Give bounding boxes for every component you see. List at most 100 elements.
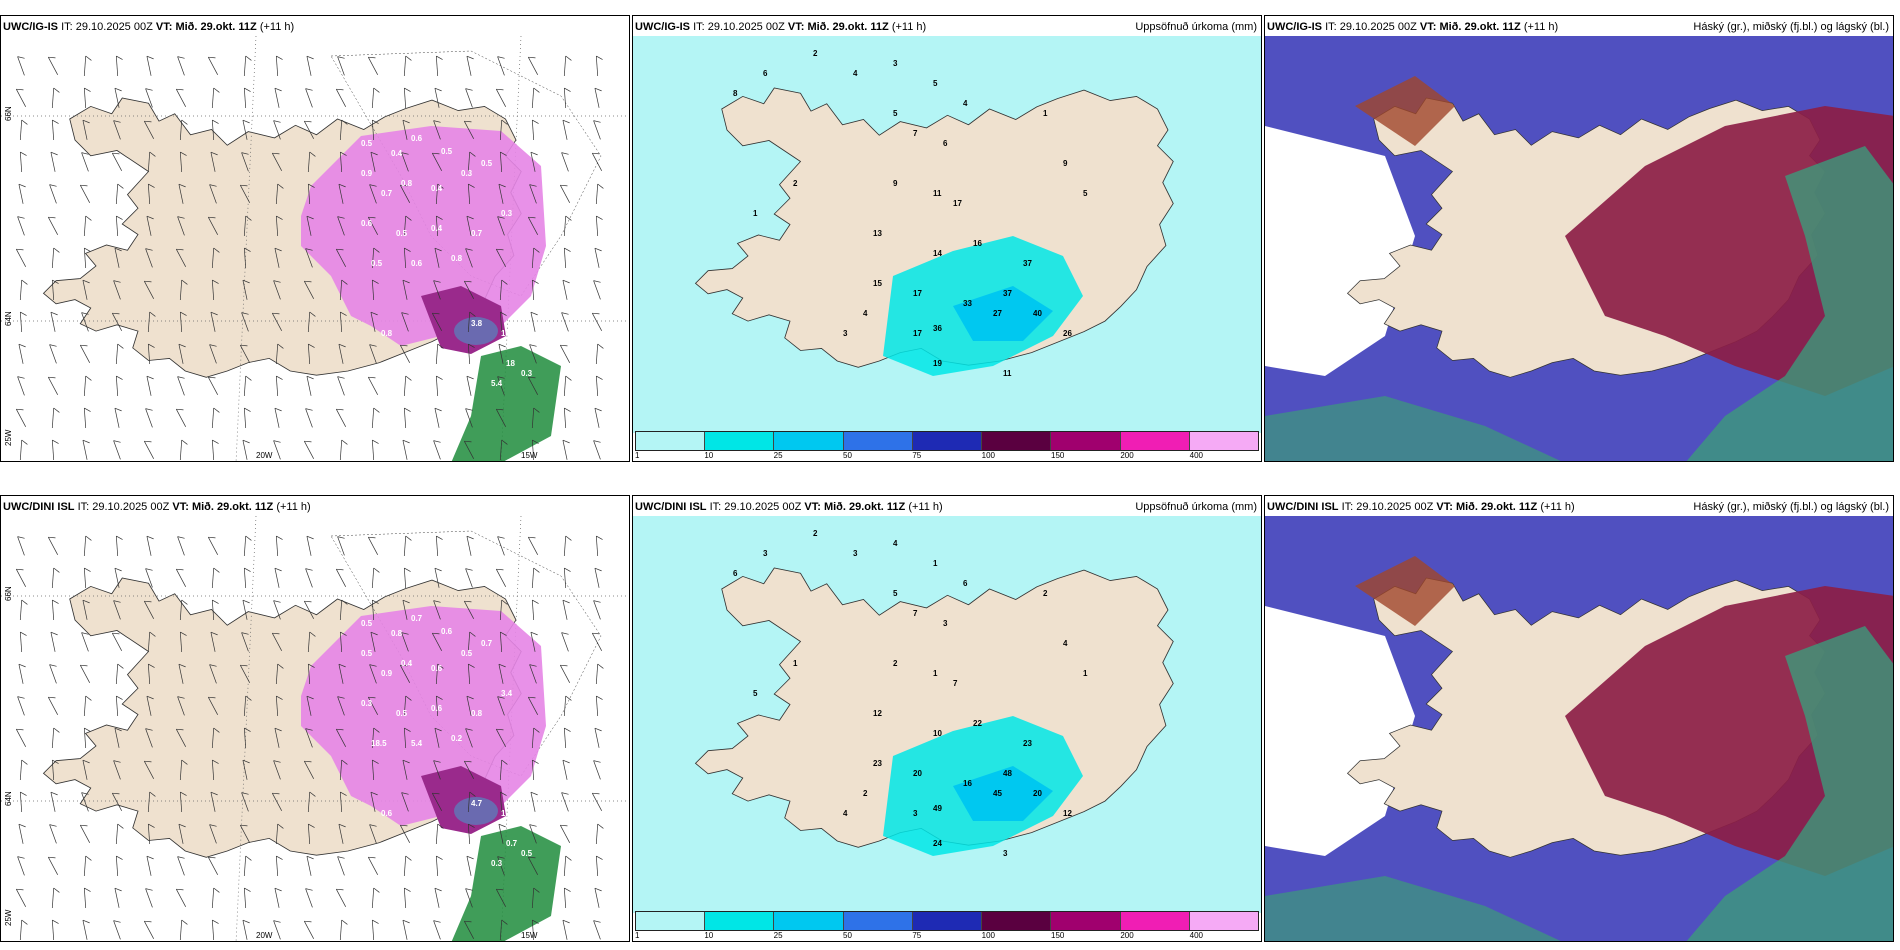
wind-barb [242,919,250,940]
wind-barb [399,344,411,363]
precip-value-label: 0.2 [451,734,463,743]
colorbar-tick-label: 50 [843,451,852,460]
wind-barb [498,343,506,364]
wind-barb [274,727,282,748]
wind-barb [593,920,601,940]
precip-value-label: 0.6 [441,627,453,636]
wind-barb [178,183,186,204]
wind-barb [51,407,60,429]
wind-barb [83,375,92,397]
wind-barb [463,280,475,299]
wind-barb [369,824,377,844]
wind-barb [211,759,219,781]
wind-barb [271,792,283,811]
header-r2-p3: UWC/DINI ISL IT: 29.10.2025 00Z VT: Mið.… [1265,500,1893,516]
wind-barb [243,727,251,749]
it-value: 29.10.2025 00Z [92,501,170,513]
wind-barb [339,311,347,333]
wind-barb [563,535,572,557]
wind-barb [241,312,249,332]
wind-barb [338,823,346,844]
precip-value-label: 3.4 [501,689,513,698]
wind-barb [273,440,281,460]
wind-barb [371,279,379,301]
wind-barb [497,696,505,716]
wind-barb [83,407,91,429]
wind-barb [335,248,347,267]
wind-barb [19,759,28,781]
model-name: UWC/DINI ISL [635,501,707,513]
wind-barb [401,792,409,812]
colorbar-swatch [1120,912,1190,930]
wind-barb [19,599,28,621]
wind-barb [19,791,27,813]
wind-barb [209,824,217,844]
wind-barb [335,888,347,907]
panel-r1-p1: UWC/IG-IS IT: 29.10.2025 00Z VT: Mið. 29… [0,15,630,462]
wind-barb [273,760,281,780]
precip-value-label: 3 [893,59,898,68]
wind-barb [339,759,348,781]
wind-barb [114,407,122,428]
wind-barb [561,792,569,812]
wind-barb [435,183,444,205]
wind-barb [593,280,601,300]
lead-time: (+11 h) [276,501,311,513]
wind-barb [241,632,249,652]
precip-value-label: 12 [1063,809,1072,818]
wind-barb [243,215,252,237]
precip-value-label: 4.7 [471,799,483,808]
colorbar-swatch [1189,912,1258,930]
wind-barb [499,599,508,621]
wind-barb [435,695,443,717]
wind-barb [111,632,123,651]
lon-label-15: 15W [521,451,538,460]
wind-barb [371,119,379,141]
precip-value-label: 0.5 [441,147,453,156]
vt-value: Mið. 29.okt. 11Z [175,21,257,33]
precip-value-label: 5 [893,109,898,118]
precip-value-label: 4 [843,809,848,818]
wind-barb [83,567,91,589]
wind-barb [466,695,474,716]
wind-barb [51,759,59,781]
header-r2-p1: UWC/DINI ISL IT: 29.10.2025 00Z VT: Mið.… [1,500,629,516]
wind-barb [207,216,219,235]
wind-barb [145,888,153,908]
wind-barb [403,375,412,397]
wind-precip-map: 0.5 0.4 0.6 0.5 0.9 0.7 0.8 0.4 0.3 0.5 0.6 0.5 0.4 0… [1,36,629,461]
precip-value-label: 0.8 [401,179,413,188]
wind-barb [19,919,28,941]
wind-barb [15,248,27,267]
precip-value-label: 10 [933,729,942,738]
wind-barb [51,247,60,269]
mid-cloud-patch-west [1355,76,1455,146]
wind-barb [594,87,602,108]
wind-barb [307,791,316,813]
colorbar-tick-label: 150 [1051,931,1065,940]
low-cloud-area [1686,146,1893,461]
wind-barb [563,407,571,429]
precip-value-label: 2 [863,789,868,798]
wind-barb [339,631,347,653]
precip-value-label: 6 [963,579,968,588]
vt-label: VT: [804,501,821,513]
wind-barb [273,920,281,940]
wind-barb [402,119,410,140]
vt-value: Mið. 29.okt. 11Z [823,501,906,513]
precip-value-label: 40 [1033,309,1042,318]
wind-barb [47,696,59,715]
vt-value: Mið. 29.okt. 11Z [1439,21,1521,33]
wind-barb [47,376,59,395]
wind-barb [562,599,570,620]
wind-barb [115,823,124,845]
wind-barb [274,247,282,268]
precip-value-label: 4 [1063,639,1068,648]
precip-value-label: 0.6 [411,259,423,268]
wind-barb [271,312,283,331]
precip-value-label: 17 [913,329,922,338]
longitude-line [235,36,257,461]
precip-value-label: 14 [933,249,942,258]
wind-barb [305,408,313,428]
